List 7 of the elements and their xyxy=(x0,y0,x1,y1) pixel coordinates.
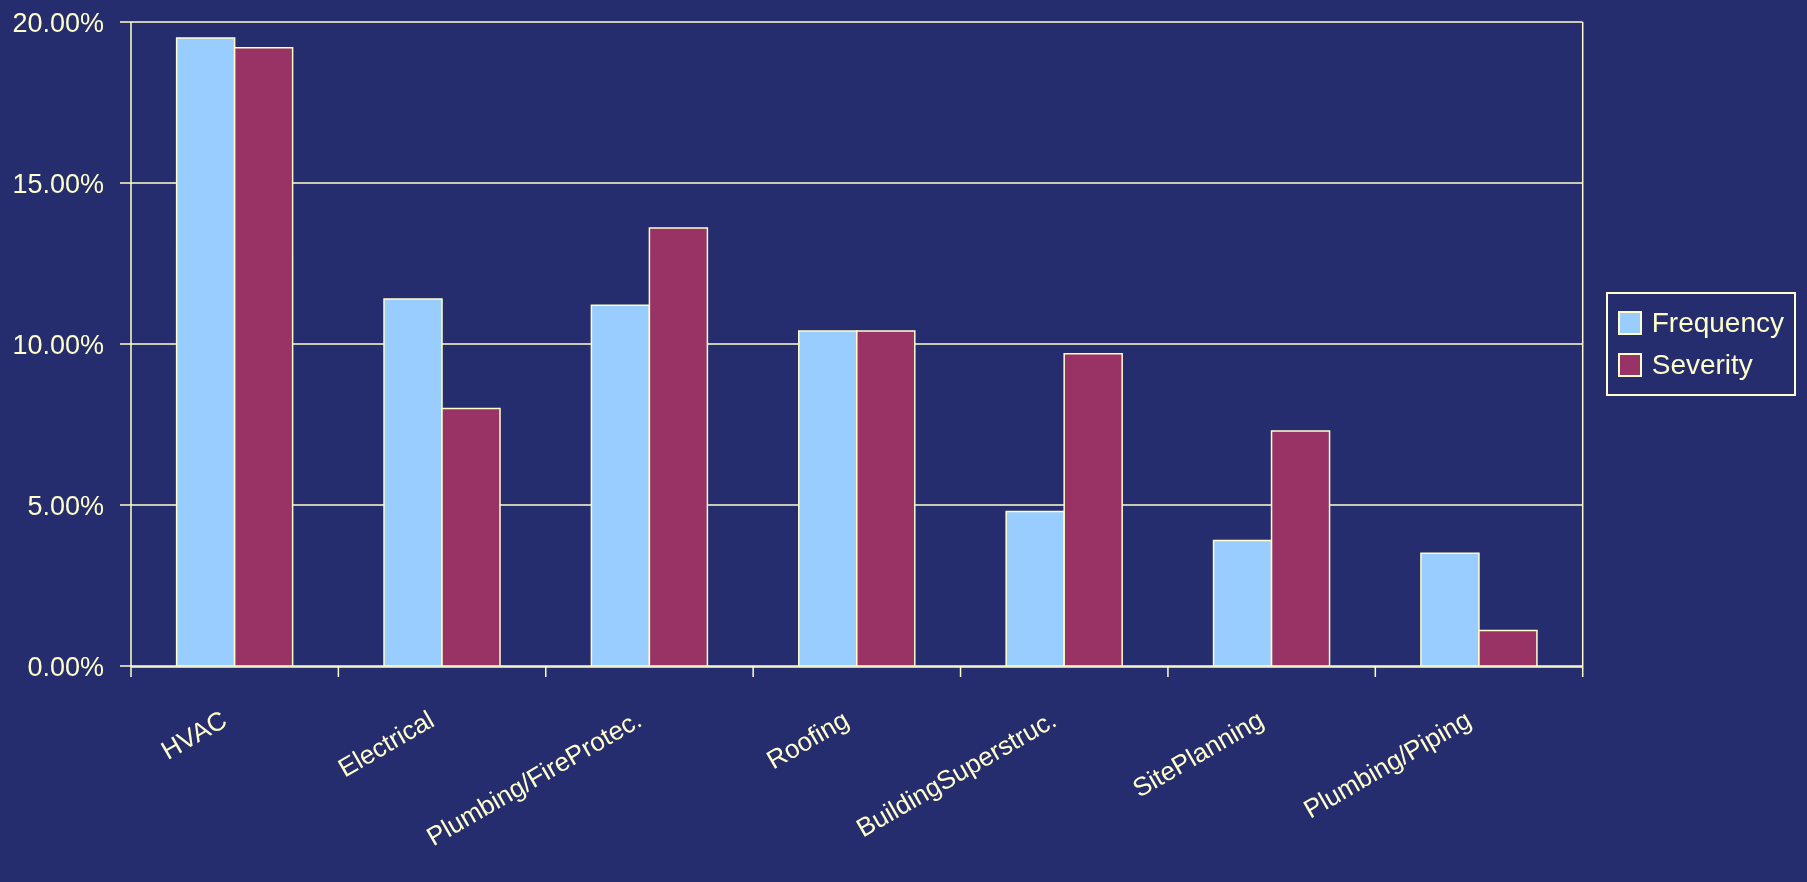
legend-label: Frequency xyxy=(1651,306,1784,340)
y-tick-label: 20.00% xyxy=(12,7,104,38)
legend-label: Severity xyxy=(1651,348,1753,382)
y-tick-label: 15.00% xyxy=(12,168,104,199)
y-tick-label: 5.00% xyxy=(27,490,104,521)
y-tick-label: 0.00% xyxy=(27,651,104,682)
y-tick-label: 10.00% xyxy=(12,329,104,360)
